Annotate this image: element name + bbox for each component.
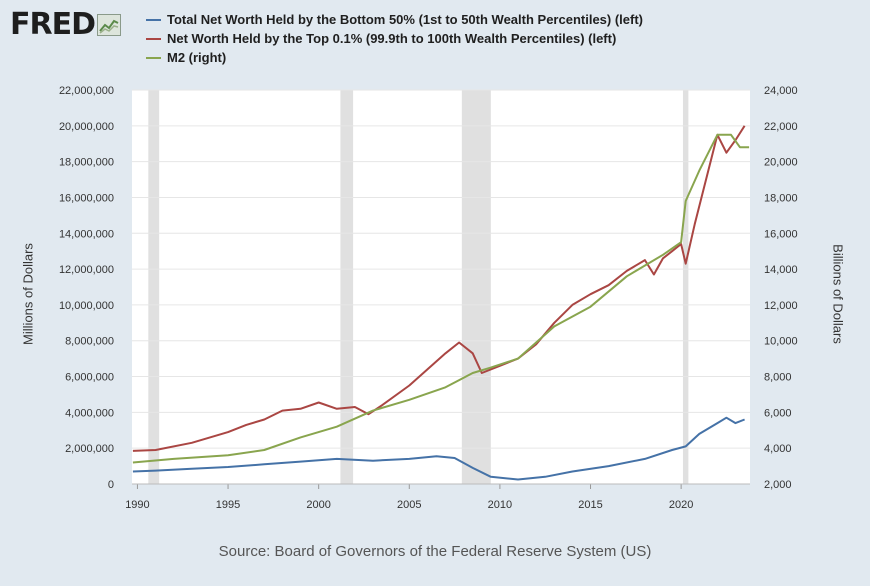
y-tick-label-left: 16,000,000 bbox=[59, 192, 114, 204]
y-tick-label-right: 20,000 bbox=[764, 157, 798, 169]
chart-plot-area: 0 2,000,000 4,000,000 6,000,000 8,000,000 10,… bbox=[59, 85, 798, 511]
y-tick-label-left: 14,000,000 bbox=[59, 228, 114, 240]
x-tick-label: 2020 bbox=[669, 499, 693, 511]
x-tick-label: 2000 bbox=[306, 499, 330, 511]
y-axis-title-left: Millions of Dollars bbox=[20, 243, 36, 345]
y-tick-label-right: 4,000 bbox=[764, 443, 792, 455]
legend-label: Net Worth Held by the Top 0.1% (99.9th t… bbox=[167, 31, 617, 46]
y-tick-label-right: 18,000 bbox=[764, 192, 798, 204]
recession-band bbox=[148, 90, 160, 484]
y-tick-label-right: 24,000 bbox=[764, 85, 798, 97]
legend-label: Total Net Worth Held by the Bottom 50% (… bbox=[167, 12, 643, 27]
y-tick-label-left: 2,000,000 bbox=[65, 443, 114, 455]
y-tick-label-right: 10,000 bbox=[764, 336, 798, 348]
logo-text: FRED bbox=[10, 7, 96, 42]
y-tick-label-left: 10,000,000 bbox=[59, 300, 114, 312]
y-tick-label-left: 20,000,000 bbox=[59, 121, 114, 133]
fred-logo: FRED bbox=[10, 10, 121, 40]
y-tick-label-left: 18,000,000 bbox=[59, 157, 114, 169]
recession-band bbox=[340, 90, 354, 484]
y-tick-label-right: 16,000 bbox=[764, 228, 798, 240]
y-tick-label-left: 8,000,000 bbox=[65, 336, 114, 348]
series-line-top-0-1 bbox=[132, 125, 746, 452]
x-tick-label: 2005 bbox=[397, 499, 421, 511]
line-graph-icon bbox=[97, 14, 121, 36]
legend-swatch bbox=[146, 56, 161, 59]
y-tick-label-right: 2,000 bbox=[764, 479, 792, 491]
y-tick-label-left: 4,000,000 bbox=[65, 407, 114, 419]
legend-item-bottom-50[interactable]: Total Net Worth Held by the Bottom 50% (… bbox=[146, 10, 643, 29]
series-line-bottom-50 bbox=[132, 416, 745, 481]
y-tick-label-right: 22,000 bbox=[764, 121, 798, 133]
source-note: Source: Board of Governors of the Federa… bbox=[218, 543, 652, 560]
y-tick-label-left: 0 bbox=[108, 479, 114, 491]
x-tick-label: 1995 bbox=[216, 499, 240, 511]
x-tick-label: 1990 bbox=[125, 499, 149, 511]
y-tick-label-right: 12,000 bbox=[764, 300, 798, 312]
x-tick-label: 2015 bbox=[578, 499, 602, 511]
y-tick-label-left: 6,000,000 bbox=[65, 372, 114, 384]
y-tick-label-left: 12,000,000 bbox=[59, 264, 114, 276]
legend-item-top-0-1[interactable]: Net Worth Held by the Top 0.1% (99.9th t… bbox=[146, 29, 643, 48]
y-tick-label-right: 8,000 bbox=[764, 372, 792, 384]
x-tick-label: 2010 bbox=[488, 499, 512, 511]
legend-item-m2[interactable]: M2 (right) bbox=[146, 48, 643, 67]
y-tick-label-right: 6,000 bbox=[764, 407, 792, 419]
y-tick-label-right: 14,000 bbox=[764, 264, 798, 276]
recession-band bbox=[682, 90, 689, 484]
legend-label: M2 (right) bbox=[167, 50, 227, 65]
plot-background bbox=[132, 90, 750, 484]
legend-swatch bbox=[146, 37, 161, 40]
chart-legend: Total Net Worth Held by the Bottom 50% (… bbox=[146, 10, 643, 67]
y-axis-title-right: Billions of Dollars bbox=[830, 244, 846, 344]
series-line-m2 bbox=[132, 133, 750, 464]
legend-swatch bbox=[146, 18, 161, 21]
y-tick-label-left: 22,000,000 bbox=[59, 85, 114, 97]
recession-band bbox=[461, 90, 491, 484]
